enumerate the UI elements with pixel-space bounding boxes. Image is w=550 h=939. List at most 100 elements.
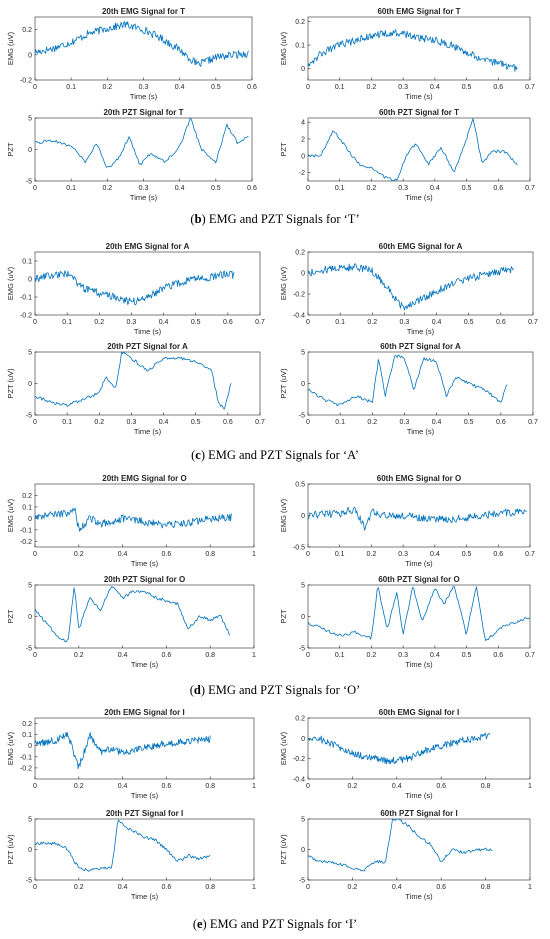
chart-panel: 60th EMG Signal for T 0 0.1 0.2 0.3 0.4 0.5 0.6… xyxy=(279,7,535,101)
x-axis-label: Time (s) xyxy=(407,427,435,436)
y-tick-label: 0 xyxy=(28,277,32,284)
chart-panel: 20th EMG Signal for T 0 0.1 0.2 0.3 0.4 0.5 0.6… xyxy=(6,7,257,101)
plot-frame xyxy=(34,717,255,780)
y-tick-label: -5 xyxy=(26,413,32,420)
x-tick-label: 0.4 xyxy=(175,185,185,192)
y-tick-label: 0 xyxy=(28,516,32,523)
x-tick-label: 0.6 xyxy=(493,185,503,192)
caption-b: (b) EMG and PZT Signals for ‘T’ xyxy=(190,212,359,226)
x-tick-label: 0.2 xyxy=(74,783,84,790)
x-tick-label: 0.2 xyxy=(102,185,112,192)
plot-panels: 20th EMG Signal for T 0 0.1 0.2 0.3 0.4 0.5 0.6… xyxy=(6,7,538,901)
y-axis-label: PZT (uV) xyxy=(6,368,15,399)
x-tick-label: 0.4 xyxy=(432,319,442,326)
x-tick-label: 0.2 xyxy=(74,551,84,558)
chart-title: 20th EMG Signal for O xyxy=(102,474,186,483)
x-tick-label: 0 xyxy=(306,419,310,426)
x-tick-label: 0 xyxy=(33,551,37,558)
y-tick-label: 0.2 xyxy=(295,19,305,26)
x-tick-label: 0.6 xyxy=(162,884,172,891)
x-tick-label: 0.8 xyxy=(481,884,491,891)
chart-panel: 60th PZT Signal for T 0 0.1 0.2 0.3 0.4 0.5 0.6… xyxy=(279,108,535,202)
x-axis-label: Time (s) xyxy=(405,660,433,669)
x-tick-label: 0.1 xyxy=(62,419,72,426)
y-tick-label: 0.2 xyxy=(22,27,32,34)
x-tick-label: 0.4 xyxy=(159,319,169,326)
y-axis-label: PZT (uV) xyxy=(279,368,288,399)
x-tick-label: 0.2 xyxy=(102,84,112,91)
plot-frame xyxy=(34,818,255,881)
plot-frame xyxy=(307,251,534,316)
y-axis-label: PZT (uV) xyxy=(6,834,15,865)
x-tick-label: 0.3 xyxy=(400,319,410,326)
x-tick-label: 0.7 xyxy=(255,419,265,426)
chart-title: 20th EMG Signal for T xyxy=(102,7,185,16)
signal-line xyxy=(307,354,508,407)
x-axis-label: Time (s) xyxy=(405,92,433,101)
chart-title: 60th PZT Signal for O xyxy=(378,575,459,584)
x-tick-label: 0 xyxy=(33,319,37,326)
x-tick-label: 0 xyxy=(33,884,37,891)
signal-line xyxy=(307,263,515,311)
y-tick-label: -2 xyxy=(299,170,305,177)
x-tick-label: 0.8 xyxy=(205,551,215,558)
x-tick-label: 0.6 xyxy=(436,884,446,891)
chart-title: 60th EMG Signal for A xyxy=(379,242,463,251)
y-tick-label: -0.1 xyxy=(20,754,32,761)
x-tick-label: 0.2 xyxy=(348,884,358,891)
x-tick-label: 0.4 xyxy=(430,185,440,192)
x-tick-label: 0 xyxy=(306,84,310,91)
x-tick-label: 0.6 xyxy=(247,185,257,192)
chart-title: 60th PZT Signal for A xyxy=(380,342,461,351)
x-tick-label: 0.8 xyxy=(481,783,491,790)
x-tick-label: 0.5 xyxy=(211,84,221,91)
y-tick-label: -0.2 xyxy=(20,313,32,320)
y-tick-label: 0 xyxy=(301,614,305,621)
x-tick-label: 0.4 xyxy=(430,84,440,91)
y-axis-label: EMG (uV) xyxy=(279,31,288,65)
plot-frame xyxy=(34,16,253,81)
y-tick-label: 0 xyxy=(28,147,32,154)
y-tick-label: 5 xyxy=(301,817,305,824)
x-tick-label: 0.4 xyxy=(392,783,402,790)
x-tick-label: 0.6 xyxy=(162,783,172,790)
y-tick-label: 0.1 xyxy=(22,259,32,266)
plot-frame xyxy=(34,584,255,649)
x-tick-label: 0.4 xyxy=(118,884,128,891)
x-tick-label: 0.2 xyxy=(367,551,377,558)
y-tick-label: -5 xyxy=(299,413,305,420)
x-tick-label: 1 xyxy=(252,652,256,659)
chart-title: 20th EMG Signal for A xyxy=(106,242,190,251)
chart-title: 60th EMG Signal for O xyxy=(377,474,461,483)
signal-line xyxy=(34,21,249,67)
signal-line xyxy=(307,29,518,72)
x-tick-label: 0.8 xyxy=(205,884,215,891)
y-tick-label: 5 xyxy=(28,116,32,123)
y-tick-label: 0 xyxy=(28,743,32,750)
x-axis-label: Time (s) xyxy=(130,193,158,202)
y-tick-label: -0.2 xyxy=(20,78,32,85)
x-tick-label: 0.6 xyxy=(493,652,503,659)
plot-frame xyxy=(34,483,255,548)
x-axis-label: Time (s) xyxy=(405,559,433,568)
y-axis-label: EMG (uV) xyxy=(279,731,288,765)
y-tick-label: 0.1 xyxy=(22,504,32,511)
y-tick-label: 0.1 xyxy=(295,43,305,50)
y-tick-label: 2 xyxy=(301,137,305,144)
y-axis-label: PZT xyxy=(6,142,15,157)
x-tick-label: 0.7 xyxy=(525,551,535,558)
x-tick-label: 0.4 xyxy=(118,652,128,659)
chart-title: 60th EMG Signal for T xyxy=(377,7,460,16)
signal-line xyxy=(307,118,518,182)
chart-panel: 20th PZT Signal for O0 0.2 0.4 0.6 0.8 1-505T… xyxy=(6,575,256,669)
y-axis-label: EMG (uV) xyxy=(279,498,288,532)
x-tick-label: 0.2 xyxy=(367,185,377,192)
x-tick-label: 0 xyxy=(306,551,310,558)
chart-title: 20th PZT Signal for A xyxy=(107,342,188,351)
x-tick-label: 0.4 xyxy=(118,551,128,558)
x-tick-label: 1 xyxy=(252,783,256,790)
x-tick-label: 0 xyxy=(33,185,37,192)
y-tick-label: -0.1 xyxy=(20,295,32,302)
y-tick-label: 5 xyxy=(28,817,32,824)
